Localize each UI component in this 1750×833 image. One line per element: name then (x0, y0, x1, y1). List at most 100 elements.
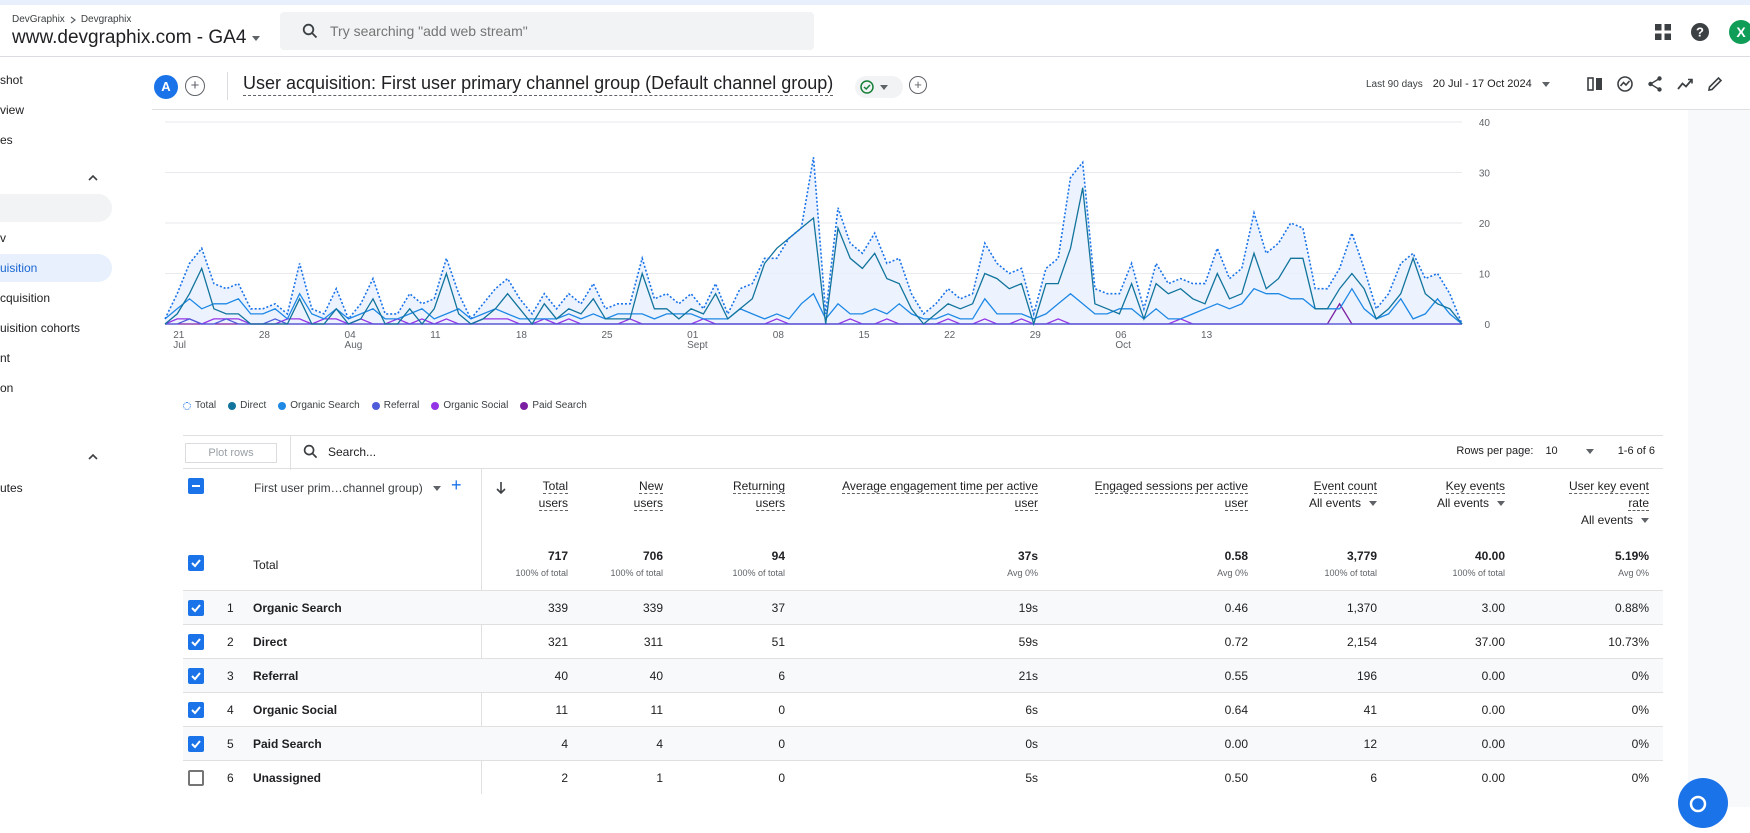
column-divider (481, 469, 482, 794)
row-checkbox[interactable] (188, 600, 204, 616)
table-row[interactable]: 4 Organic Social 11 11 0 6s 0.64 41 0.00 0% (183, 692, 1663, 726)
row-value: 12 (1363, 737, 1377, 751)
caret-down-icon (1585, 448, 1594, 454)
column-header[interactable]: Event count All events (1309, 478, 1377, 512)
account-avatar-icon[interactable]: X (1728, 19, 1750, 45)
legend-item[interactable]: Paid Search (520, 400, 587, 411)
nav-section-toggle-2[interactable] (0, 443, 112, 471)
breadcrumb-account[interactable]: DevGraphix (12, 14, 65, 25)
row-value: 0s (1025, 737, 1038, 751)
nav-item-pages[interactable]: es (0, 133, 13, 147)
legend-item[interactable]: Organic Search (278, 400, 360, 411)
table-search[interactable]: Search... (303, 444, 376, 459)
row-checkbox[interactable] (188, 702, 204, 718)
report-status-pill[interactable] (855, 76, 903, 98)
table-row[interactable]: 2 Direct 321 311 51 59s 0.72 2,154 37.00 10.73% (183, 624, 1663, 658)
date-range-picker[interactable]: Last 90 days 20 Jul - 17 Oct 2024 (1366, 78, 1550, 90)
nav-item-monetization[interactable]: on (0, 381, 14, 395)
share-icon[interactable] (1646, 75, 1664, 93)
date-range-value: 20 Jul - 17 Oct 2024 (1432, 78, 1532, 90)
row-value: 4 (561, 737, 568, 751)
trend-icon[interactable] (1676, 75, 1694, 93)
column-header-label: User key event (1568, 479, 1649, 494)
legend-item[interactable]: Total (183, 400, 216, 411)
row-channel-name: Referral (253, 669, 299, 683)
report-title[interactable]: User acquisition: First user primary cha… (243, 73, 834, 96)
nav-item-snapshot[interactable]: shot (0, 73, 23, 87)
table-row[interactable]: 1 Organic Search 339 339 37 19s 0.46 1,370 3.00 0… (183, 590, 1663, 624)
assistant-fab[interactable] (1678, 778, 1728, 828)
checkmark-icon (191, 740, 201, 749)
select-all-checkbox[interactable] (188, 478, 204, 494)
event-filter-dropdown[interactable]: All events (1437, 495, 1505, 512)
legend-item[interactable]: Organic Social (431, 400, 508, 411)
x-tick-day: 29 (1030, 330, 1042, 341)
total-row-checkbox[interactable] (188, 555, 204, 571)
row-value: 0 (778, 737, 785, 751)
search-input[interactable] (330, 23, 770, 39)
table-row[interactable]: 6 Unassigned 2 1 0 5s 0.50 6 0.00 0% (183, 760, 1663, 794)
help-icon[interactable]: ? (1690, 22, 1710, 42)
column-header[interactable]: Engaged sessions per active user (1094, 478, 1248, 512)
breadcrumb-property[interactable]: Devgraphix (80, 14, 132, 25)
nav-item-overview[interactable]: view (0, 103, 25, 117)
table-row[interactable]: 3 Referral 40 40 6 21s 0.55 196 0.00 0% (183, 658, 1663, 692)
insights-icon[interactable] (1616, 75, 1634, 93)
x-tick-day: 18 (516, 330, 528, 341)
apps-grid-icon[interactable] (1654, 23, 1672, 41)
event-filter-dropdown[interactable]: All events (1581, 512, 1649, 529)
comparison-avatar[interactable]: A (154, 75, 178, 99)
row-checkbox[interactable] (188, 736, 204, 752)
nav-item-user-acquisition[interactable]: uisition (0, 254, 112, 282)
nav-section-toggle[interactable] (0, 164, 112, 192)
caret-down-icon (1541, 81, 1550, 87)
checkmark-icon (191, 559, 201, 568)
nav-item-v[interactable]: v (0, 231, 6, 245)
row-value: 4 (656, 737, 663, 751)
row-checkbox[interactable] (188, 770, 204, 786)
nav-item-highlighted[interactable] (0, 194, 112, 222)
dimension-selector[interactable]: First user prim…channel group) (254, 481, 441, 495)
event-filter-dropdown[interactable]: All events (1309, 495, 1377, 512)
row-value: 0.88% (1614, 601, 1649, 615)
chevron-right-icon (70, 16, 76, 23)
column-header[interactable]: New users (633, 478, 663, 512)
y-tick-label: 10 (1479, 270, 1491, 281)
compare-columns-icon[interactable] (1586, 75, 1604, 93)
column-header[interactable]: Total users (538, 478, 568, 512)
nav-item-traffic-acquisition[interactable]: cquisition (0, 291, 51, 305)
column-header[interactable]: User key event rate All events (1568, 478, 1649, 529)
legend-item[interactable]: Direct (228, 400, 266, 411)
rows-per-page-select[interactable]: 10 (1545, 445, 1594, 457)
indeterminate-icon (192, 485, 200, 487)
global-search[interactable] (280, 12, 814, 50)
legend-item[interactable]: Referral (371, 400, 419, 411)
checkmark-icon (191, 638, 201, 647)
breadcrumb[interactable]: DevGraphix Devgraphix (12, 14, 131, 25)
plot-rows-button[interactable]: Plot rows (185, 443, 277, 463)
add-filter-icon[interactable]: + (909, 76, 927, 94)
column-header[interactable]: Key events All events (1437, 478, 1505, 512)
column-header-label: rate (1628, 496, 1649, 511)
nav-item-engagement[interactable]: nt (0, 351, 11, 365)
row-channel-name: Paid Search (253, 737, 322, 751)
add-dimension-icon[interactable]: + (451, 475, 462, 495)
row-value: 339 (547, 601, 568, 615)
divider (290, 436, 291, 470)
row-checkbox[interactable] (188, 668, 204, 684)
total-value: 717 100% of total (515, 549, 568, 578)
nav-item-attributes[interactable]: utes (0, 481, 23, 495)
nav-item-acquisition-cohorts[interactable]: uisition cohorts (0, 321, 81, 335)
row-checkbox[interactable] (188, 634, 204, 650)
row-value: 0.72 (1224, 635, 1248, 649)
sort-arrow-down-icon[interactable] (495, 481, 507, 495)
add-comparison-icon[interactable]: + (185, 76, 205, 96)
top-strip (0, 0, 1750, 5)
property-selector[interactable]: www.devgraphix.com - GA4 (12, 27, 261, 49)
column-header[interactable]: Average engagement time per active user (842, 478, 1038, 512)
x-tick-day: 08 (773, 330, 785, 341)
column-header[interactable]: Returning users (732, 478, 785, 512)
row-value: 59s (1018, 635, 1038, 649)
table-row[interactable]: 5 Paid Search 4 4 0 0s 0.00 12 0.00 0% (183, 726, 1663, 760)
edit-icon[interactable] (1706, 75, 1724, 93)
